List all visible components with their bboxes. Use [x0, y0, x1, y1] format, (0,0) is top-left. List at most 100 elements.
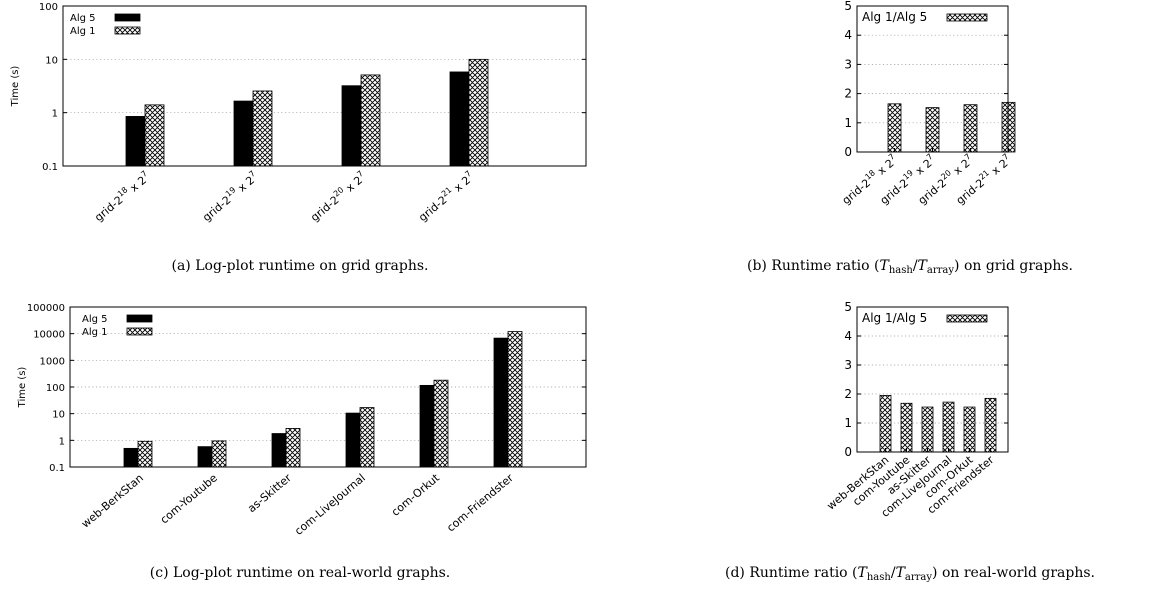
caption-text: /: [891, 565, 896, 581]
legend-label: Alg 5: [70, 13, 96, 24]
bar-b: [252, 90, 273, 167]
caption-text: /: [913, 258, 918, 274]
bar-a: [345, 412, 361, 468]
y-tick-label: 100000: [27, 303, 65, 314]
category-label-exp: 7: [887, 152, 897, 162]
caption-sub: hash: [867, 572, 892, 583]
figure-caption: (b) Runtime ratio (Thash/Tarray) on grid…: [747, 258, 1073, 276]
y-tick-label: 5: [844, 300, 852, 314]
bar-b: [433, 379, 449, 468]
category-label-exp: 7: [247, 169, 257, 179]
bar-b: [360, 74, 381, 167]
caption-sub: array: [905, 572, 932, 583]
bar-b: [507, 331, 523, 468]
legend-label: Alg 1/Alg 5: [862, 311, 927, 325]
legend-label: Alg 1/Alg 5: [862, 10, 927, 24]
legend-swatch: [126, 327, 153, 336]
category-label: grid-221 x 27: [415, 169, 477, 224]
y-tick-label: 2: [844, 387, 852, 401]
caption-text: (b) Runtime ratio (: [747, 258, 880, 274]
bar-b: [211, 440, 227, 468]
legend-label: Alg 1: [70, 26, 96, 37]
category-label-exp: 7: [963, 152, 973, 162]
bar-b: [144, 104, 165, 167]
bar-a: [123, 447, 139, 468]
category-label-exp: 7: [925, 152, 935, 162]
category-label: grid-218 x 27: [91, 169, 153, 224]
caption-math: T: [858, 565, 869, 581]
chart-panel-d: 012345web-BerkStancom-Youtubeas-Skitterc…: [725, 300, 1095, 583]
y-tick-label: 100: [46, 383, 65, 394]
category-label: grid-219 x 27: [199, 169, 261, 224]
y-tick-label: 100: [39, 2, 58, 13]
caption-text: (d) Runtime ratio (: [725, 565, 858, 581]
legend-swatch: [126, 314, 153, 323]
legend-label: Alg 1: [82, 327, 108, 338]
bar-a: [341, 85, 362, 167]
bar-b: [468, 58, 489, 167]
bar-a: [419, 384, 435, 468]
category-label-exp: 7: [139, 169, 149, 179]
figure-caption: (c) Log-plot runtime on real-world graph…: [150, 565, 450, 581]
y-tick-label: 4: [844, 329, 852, 343]
category-label: com-Youtube: [158, 471, 220, 526]
caption-math: T: [918, 258, 929, 274]
bar-a: [125, 116, 146, 167]
y-tick-label: 4: [844, 28, 852, 42]
category-label: com-LiveJournal: [292, 471, 368, 538]
bar-a: [925, 107, 940, 153]
bar-a: [449, 71, 470, 167]
category-label-exp: 7: [463, 169, 473, 179]
legend-swatch: [114, 26, 141, 35]
axis-frame: [62, 5, 587, 167]
y-axis-label: Time (s): [17, 367, 28, 409]
legend-swatch: [946, 314, 988, 323]
axis-frame: [856, 306, 1009, 453]
legend-swatch: [946, 13, 988, 22]
bar-a: [233, 100, 254, 167]
y-tick-label: 1000: [40, 356, 65, 367]
y-tick-label: 10000: [33, 330, 65, 341]
bar-a: [963, 104, 978, 153]
y-axis-label: Time (s): [10, 66, 21, 108]
y-tick-label: 1: [844, 416, 852, 430]
axis-frame: [856, 5, 1009, 153]
category-label-exp: 7: [355, 169, 365, 179]
y-tick-label: 0: [844, 445, 852, 459]
y-tick-label: 1: [844, 116, 852, 130]
bar-a: [921, 406, 934, 453]
y-tick-label: 3: [844, 57, 852, 71]
y-tick-label: 10: [52, 410, 65, 421]
axis-frame: [69, 306, 587, 468]
y-tick-label: 3: [844, 358, 852, 372]
caption-sub: hash: [889, 265, 914, 276]
y-tick-label: 1: [59, 436, 65, 447]
bar-a: [984, 397, 997, 453]
bar-a: [963, 406, 976, 453]
bar-a: [879, 395, 892, 453]
category-label: com-Friendster: [444, 471, 516, 534]
bar-b: [359, 407, 375, 468]
bar-a: [493, 337, 509, 468]
figure-caption: (d) Runtime ratio (Thash/Tarray) on real…: [725, 565, 1095, 583]
caption-math: T: [896, 565, 907, 581]
y-tick-label: 1: [52, 109, 58, 120]
category-label-exp: 7: [1001, 152, 1011, 162]
bar-b: [285, 428, 301, 468]
caption-sub: array: [927, 265, 954, 276]
category-label: as-Skitter: [245, 471, 294, 515]
y-tick-label: 10: [45, 55, 58, 66]
y-tick-label: 5: [844, 0, 852, 13]
bar-a: [887, 103, 902, 153]
category-label: web-BerkStan: [79, 471, 146, 530]
caption-math: T: [880, 258, 891, 274]
legend-label: Alg 5: [82, 314, 108, 325]
category-label: grid-220 x 27: [307, 169, 369, 224]
category-label: com-Orkut: [389, 471, 443, 519]
figure-caption: (a) Log-plot runtime on grid graphs.: [172, 258, 429, 274]
y-tick-label: 0: [844, 145, 852, 159]
bar-b: [137, 440, 153, 468]
